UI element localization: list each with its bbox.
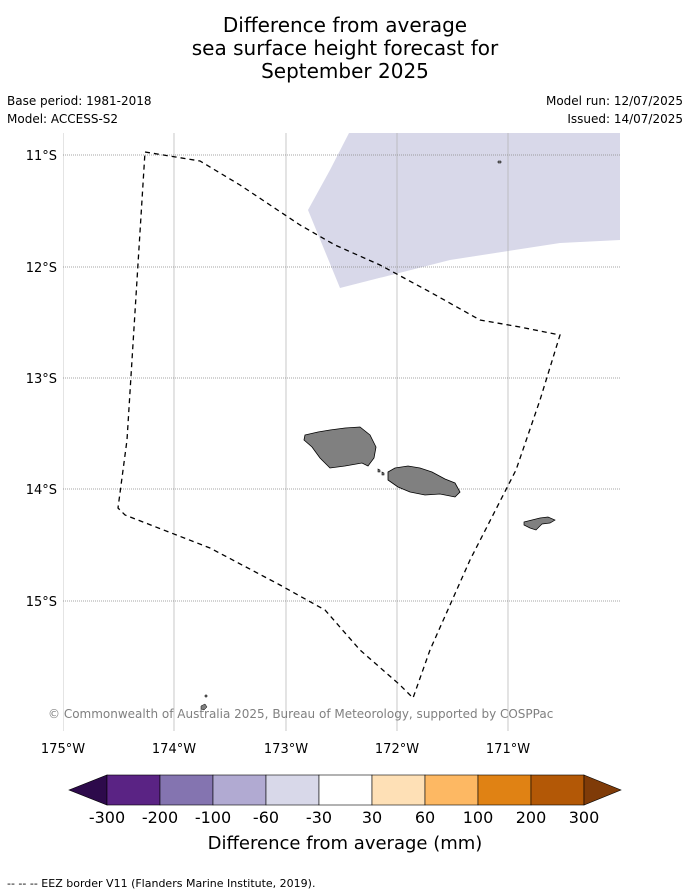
lon-label-171w: 171°W bbox=[486, 742, 530, 757]
chart-title: Difference from average sea surface heig… bbox=[0, 14, 690, 83]
colorbar-bin-1 bbox=[106, 774, 161, 806]
model-name: Model: ACCESS-S2 bbox=[7, 112, 119, 126]
lat-label-15s: 15°S bbox=[26, 595, 57, 610]
lat-label-14s: 14°S bbox=[26, 483, 57, 498]
island-tutuila bbox=[523, 516, 556, 531]
cb-tick-neg100: -100 bbox=[195, 808, 231, 827]
title-line-2: sea surface height forecast for bbox=[191, 36, 499, 60]
island-upolu bbox=[387, 465, 461, 498]
colorbar-extend-high bbox=[583, 774, 622, 806]
model-run: Model run: 12/07/2025 bbox=[545, 94, 683, 108]
lon-gridlines bbox=[63, 133, 509, 731]
lat-label-12s: 12°S bbox=[26, 261, 57, 276]
cb-tick-neg30: -30 bbox=[306, 808, 332, 827]
colorbar-bin-7 bbox=[424, 774, 479, 806]
colorbar-title: Difference from average (mm) bbox=[207, 833, 483, 854]
colorbar-bin-8 bbox=[477, 774, 532, 806]
island-niuafoou bbox=[200, 694, 208, 711]
lon-label-175w: 175°W bbox=[41, 742, 85, 757]
lat-label-11s: 11°S bbox=[26, 149, 57, 164]
eez-legend-note: -- -- -- EEZ border V11 (Flanders Marine… bbox=[7, 877, 316, 890]
cb-tick-60: 60 bbox=[415, 808, 435, 827]
cb-tick-300: 300 bbox=[569, 808, 600, 827]
cb-tick-30: 30 bbox=[362, 808, 382, 827]
lat-labels: 11°S 12°S 13°S 14°S 15°S bbox=[26, 149, 57, 610]
colorbar bbox=[68, 774, 622, 806]
colorbar-bin-5 bbox=[318, 774, 373, 806]
lon-labels: 175°W 174°W 173°W 172°W 171°W bbox=[41, 742, 530, 757]
cb-tick-200: 200 bbox=[516, 808, 547, 827]
lat-label-13s: 13°S bbox=[26, 372, 57, 387]
colorbar-bin-2 bbox=[159, 774, 214, 806]
cb-tick-100: 100 bbox=[463, 808, 494, 827]
title-line-3: September 2025 bbox=[261, 59, 429, 83]
lat-gridlines bbox=[63, 154, 620, 602]
colorbar-bin-3 bbox=[212, 774, 267, 806]
copyright-text: © Commonwealth of Australia 2025, Bureau… bbox=[48, 707, 553, 721]
eez-border bbox=[117, 151, 561, 700]
base-period: Base period: 1981-2018 bbox=[7, 94, 152, 108]
title-line-1: Difference from average bbox=[222, 13, 468, 37]
colorbar-bin-4 bbox=[265, 774, 320, 806]
issued-date: Issued: 14/07/2025 bbox=[567, 112, 683, 126]
lon-label-173w: 173°W bbox=[264, 742, 308, 757]
map-area bbox=[63, 133, 620, 731]
cb-tick-neg200: -200 bbox=[142, 808, 178, 827]
colorbar-bin-6 bbox=[371, 774, 426, 806]
lon-label-172w: 172°W bbox=[375, 742, 419, 757]
island-manono-apolima bbox=[377, 468, 385, 476]
island-swains bbox=[497, 160, 502, 164]
anomaly-region bbox=[308, 133, 620, 288]
colorbar-extend-low bbox=[68, 774, 108, 806]
island-savaii bbox=[303, 426, 377, 469]
cb-tick-neg60: -60 bbox=[253, 808, 279, 827]
colorbar-ticks: -300 -200 -100 -60 -30 30 60 100 200 300 bbox=[89, 808, 599, 827]
lon-label-174w: 174°W bbox=[152, 742, 196, 757]
cb-tick-neg300: -300 bbox=[89, 808, 125, 827]
colorbar-bin-9 bbox=[530, 774, 585, 806]
